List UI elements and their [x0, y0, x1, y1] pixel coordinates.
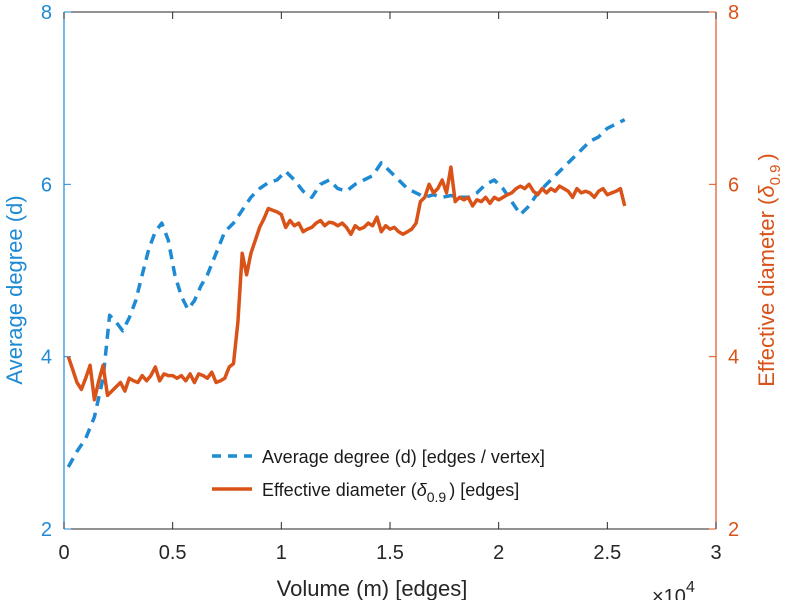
y-right-tick-label: 4 — [728, 347, 739, 369]
y-left-axis-label: Average degree (d) — [2, 195, 27, 384]
legend: Average degree (d) [edges / vertex] Effe… — [212, 447, 545, 505]
series-line-effective-diameter — [66, 165, 627, 402]
y-right-tick-label: 8 — [728, 2, 739, 24]
x-exponent-base: ×10 — [652, 586, 686, 600]
x-axis-label: Volume (m) [edges] — [277, 576, 468, 600]
y-right-tick-label: 2 — [728, 519, 739, 541]
y-right-tick-label: 6 — [728, 174, 739, 196]
x-tick-label: 3 — [710, 542, 721, 564]
y-right-label-suffix: ) — [754, 153, 779, 160]
x-tick-label: 0.5 — [159, 542, 187, 564]
legend-label-symbol: δ — [417, 480, 428, 500]
series-line-average-degree — [66, 118, 626, 468]
x-tick-label: 0 — [58, 542, 69, 564]
y-right-label-prefix: Effective diameter ( — [754, 197, 779, 387]
legend-label-effective-diameter: Effective diameter (δ0.9) [edges] — [262, 480, 519, 505]
legend-label-sub: 0.9 — [427, 489, 447, 505]
y-left-tick-label: 8 — [41, 2, 52, 24]
y-right-label-symbol: δ — [754, 185, 779, 198]
x-exponent-power: 4 — [686, 579, 695, 596]
legend-label-average-degree: Average degree (d) [edges / vertex] — [262, 447, 545, 467]
x-axis-ticks: 0 0.5 1 1.5 2 2.5 3 — [58, 12, 722, 564]
y-right-axis-label: Effective diameter (δ0.9) — [754, 153, 784, 387]
y-right-label-sub: 0.9 — [767, 165, 784, 186]
x-exponent-label: ×104 — [652, 579, 695, 600]
legend-label-prefix: Effective diameter ( — [262, 480, 417, 500]
y-left-tick-label: 6 — [41, 174, 52, 196]
y-right-axis-ticks: 2 4 6 8 — [709, 2, 739, 541]
y-left-tick-label: 4 — [41, 347, 52, 369]
x-tick-label: 2 — [493, 542, 504, 564]
x-tick-label: 1.5 — [376, 542, 404, 564]
x-tick-label: 2.5 — [593, 542, 621, 564]
y-left-tick-label: 2 — [41, 519, 52, 541]
series-layer — [66, 118, 627, 468]
legend-label-suffix: ) [edges] — [449, 480, 519, 500]
x-tick-label: 1 — [276, 542, 287, 564]
